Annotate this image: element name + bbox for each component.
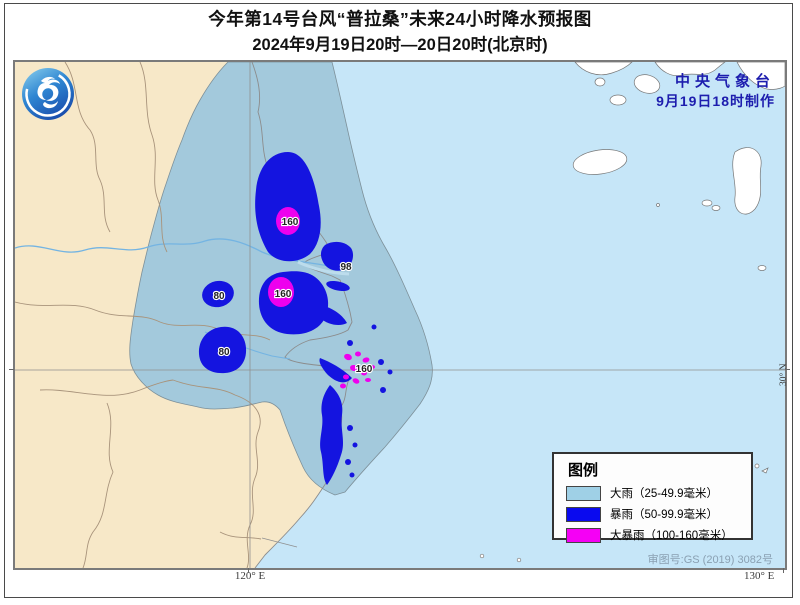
yangtze-estuary-channel [297,260,350,276]
value-label-80-southwest: 80 [218,347,230,358]
legend-row-heavy-rain: 大雨（25-49.9毫米） [566,485,751,501]
cma-logo-icon [22,68,74,120]
heavy-rain-label: 大雨（25-49.9毫米） [610,488,719,500]
map-title: 今年第14号台风“普拉桑”未来24小时降水预报图 [208,9,592,29]
legend-row-heavy-rainstorm: 大暴雨（100-160毫米） [566,527,751,543]
value-label-160-central: 160 [275,289,292,300]
value-label-98-estuary: 98 [340,262,352,273]
issue-time: 9月19日18时制作 [656,93,775,110]
legend-row-rainstorm: 暴雨（50-99.9毫米） [566,506,751,522]
rainstorm-swatch [566,506,601,522]
legend-box: 图例 大雨（25-49.9毫米） 暴雨（50-99.9毫米） 大暴雨（100-1… [552,452,753,543]
offshore-islands [479,62,785,563]
map-approval-number: 审图号:GS (2019) 3082号 [647,554,773,566]
legend-title: 图例 [568,462,599,479]
precip-value-labels: 160 98 80 160 80 160 [212,216,374,376]
agency-name: 中央气象台 [674,73,775,90]
value-label-160-north: 160 [282,217,299,228]
rainstorm-zones [198,152,393,485]
tick-130e [783,568,784,573]
heavy-rain-swatch [566,485,601,501]
longitude-label-120e: 120° E [234,570,266,582]
yangtze-river [15,238,339,269]
value-label-80-west: 80 [213,291,225,302]
heavy-rainstorm-zones [268,207,375,389]
graticule [15,62,785,568]
value-label-160-coast: 160 [356,364,373,375]
tick-30n-left [9,369,14,370]
issuing-agency-block: 中央气象台 9月19日18时制作 [656,72,775,111]
latitude-label-30n: 30° N [779,363,789,386]
rainstorm-label: 暴雨（50-99.9毫米） [610,509,719,521]
heavy-rainstorm-label: 大暴雨（100-160毫米） [610,530,733,542]
tick-120e [248,568,249,573]
map-subtitle-validity-period: 2024年9月19日20时—20日20时(北京时) [252,36,548,54]
cma-logo [20,66,76,122]
longitude-label-130e: 130° E [744,570,775,582]
heavy-rainstorm-swatch [566,527,601,543]
tick-30n-right [785,369,790,370]
